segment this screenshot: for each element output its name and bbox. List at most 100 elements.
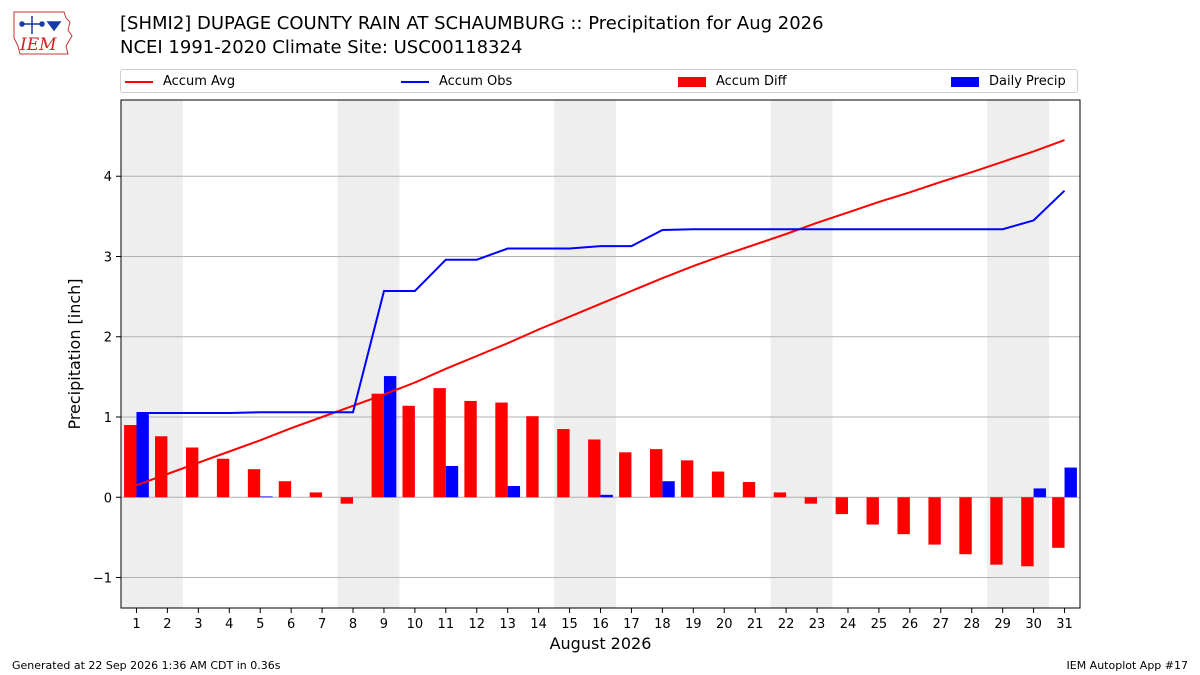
ytick-label-3: 2 [104,331,112,346]
xtick-label-day-12: 12 [468,617,485,632]
y-axis-label: Precipitation [inch] [65,278,84,429]
weekend-shade-4 [770,100,833,608]
accum-diff-bar-day-7 [309,492,323,498]
daily-precip-bar-day-16 [600,494,613,498]
xtick-label-day-24: 24 [840,617,857,632]
legend-swatch-daily-precip [951,76,979,87]
accum-diff-bar-day-9 [371,393,384,498]
accum-diff-bar-day-26 [897,497,910,535]
iowa-state-outline [13,11,73,55]
legend-label-daily-precip: Daily Precip [989,74,1066,89]
legend-swatch-accum-obs [401,80,429,83]
xtick-label-day-21: 21 [747,617,764,632]
xtick-label-day-26: 26 [902,617,919,632]
xtick-label-day-15: 15 [561,617,578,632]
xtick-label-day-3: 3 [194,617,202,632]
xtick-label-day-11: 11 [438,617,455,632]
accum-obs-line [136,189,1066,414]
legend-label-accum-avg: Accum Avg [163,74,236,89]
accum-diff-bar-day-30 [1021,497,1034,567]
chart-subtitle: NCEI 1991-2020 Climate Site: USC00118324 [120,37,523,58]
daily-precip-bar-day-11 [445,465,459,498]
legend-entry-accum-avg: Accum Avg [125,73,235,91]
xtick-label-day-23: 23 [809,617,826,632]
accum-diff-bar-day-1 [124,425,137,498]
daily-precip-bar-day-18 [662,481,675,498]
accum-diff-bar-day-4 [216,458,230,498]
generated-timestamp: Generated at 22 Sep 2026 1:36 AM CDT in … [12,659,281,672]
weekend-shade-3 [554,100,616,608]
daily-precip-bar-day-1 [136,412,149,498]
daily-precip-bar-day-9 [383,376,397,498]
legend-swatch-accum-avg [125,80,153,83]
xtick-label-day-17: 17 [623,617,640,632]
legend: Accum Avg Accum Obs Accum Diff Daily Pre… [120,69,1078,93]
accum-diff-bar-day-10 [402,405,415,498]
xtick-label-day-8: 8 [349,617,357,632]
chart-title: [SHMI2] DUPAGE COUNTY RAIN AT SCHAUMBURG… [120,13,824,34]
xtick-label-day-19: 19 [685,617,702,632]
accum-diff-bar-day-11 [433,388,446,498]
legend-entry-accum-diff: Accum Diff [678,73,787,91]
accum-diff-bar-day-20 [711,471,725,498]
xtick-label-day-2: 2 [163,617,171,632]
xtick-label-day-7: 7 [318,617,326,632]
accum-diff-bar-day-23 [804,497,818,504]
accum-diff-bar-day-5 [247,469,261,498]
accum-avg-line [136,139,1065,487]
iem-logo: IEM [13,11,73,55]
accum-diff-bar-day-27 [928,497,941,545]
xtick-label-day-22: 22 [778,617,795,632]
accum-diff-bar-day-14 [526,416,539,498]
accum-diff-bar-day-24 [835,497,848,515]
xtick-label-day-25: 25 [871,617,888,632]
accum-diff-bar-day-29 [990,497,1003,565]
xtick-label-day-18: 18 [654,617,671,632]
accum-diff-bar-day-13 [495,402,508,498]
logo-text: IEM [19,35,57,55]
accum-diff-bar-day-3 [185,447,199,498]
accum-diff-bar-day-22 [773,492,787,498]
xtick-label-day-10: 10 [407,617,424,632]
ytick-label-4: 3 [104,250,112,265]
xtick-label-day-29: 29 [994,617,1011,632]
accum-diff-bar-day-2 [155,436,168,498]
accum-diff-bar-day-18 [649,449,663,498]
ytick-label-5: 4 [104,170,112,185]
legend-entry-daily-precip: Daily Precip [951,73,1066,91]
legend-label-accum-obs: Accum Obs [439,74,513,89]
accum-diff-bar-day-28 [959,497,972,555]
xtick-label-day-28: 28 [963,617,980,632]
accum-diff-bar-day-21 [742,482,756,498]
accum-diff-bar-day-17 [619,452,632,498]
accum-diff-bar-day-31 [1052,497,1065,548]
xtick-label-day-4: 4 [225,617,233,632]
xtick-label-day-20: 20 [716,617,733,632]
accum-diff-bar-day-8 [340,497,354,504]
xtick-label-day-31: 31 [1056,617,1073,632]
daily-precip-bar-day-31 [1064,467,1077,498]
xtick-label-day-27: 27 [933,617,950,632]
legend-entry-accum-obs: Accum Obs [401,73,512,91]
xtick-label-day-14: 14 [530,617,547,632]
accum-diff-bar-day-6 [278,481,292,498]
legend-label-accum-diff: Accum Diff [716,74,787,89]
app-credit: IEM Autoplot App #17 [1066,659,1189,672]
ytick-label-1: 0 [104,491,112,506]
accum-diff-bar-day-12 [464,400,477,498]
accum-diff-bar-day-25 [866,497,879,525]
xtick-label-day-6: 6 [287,617,295,632]
accum-diff-bar-day-16 [588,439,601,498]
accum-diff-bar-day-15 [557,429,570,498]
xtick-label-day-16: 16 [592,617,609,632]
ytick-label-2: 1 [104,411,112,426]
xtick-label-day-1: 1 [132,617,140,632]
xtick-label-day-30: 30 [1025,617,1042,632]
legend-swatch-accum-diff [678,76,706,87]
daily-precip-bar-day-13 [507,486,521,498]
accum-diff-bar-day-19 [680,460,694,498]
xtick-label-day-13: 13 [499,617,516,632]
xtick-label-day-9: 9 [380,617,388,632]
daily-precip-bar-day-30 [1033,488,1046,498]
